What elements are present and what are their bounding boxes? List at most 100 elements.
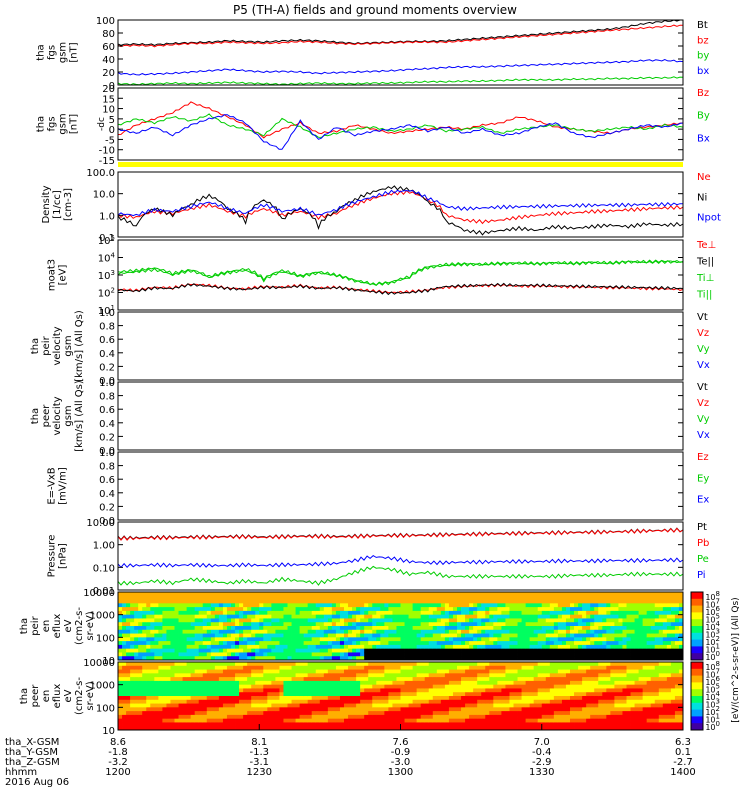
spectrogram-cell bbox=[259, 665, 264, 670]
spectrogram-cell bbox=[517, 644, 522, 650]
spectrogram-cell bbox=[202, 595, 208, 600]
spectrogram-cell bbox=[226, 610, 232, 616]
spectrogram-cell bbox=[505, 629, 510, 634]
spectrogram-cell bbox=[307, 592, 313, 597]
spectrogram-cell bbox=[287, 603, 292, 608]
spectrogram-cell bbox=[416, 607, 422, 612]
spectrogram-cell bbox=[517, 673, 522, 678]
spectrogram-cell bbox=[235, 626, 240, 631]
spectrogram-cell bbox=[582, 603, 587, 608]
spectrogram-cell bbox=[356, 633, 361, 638]
spectrogram-cell bbox=[525, 692, 531, 697]
spectrogram-cell bbox=[658, 607, 664, 612]
spectrogram-cell bbox=[360, 599, 365, 604]
spectrogram-cell bbox=[517, 688, 522, 693]
spectrogram-cell bbox=[348, 637, 353, 642]
spectrogram-cell bbox=[142, 688, 147, 693]
spectrogram-cell bbox=[303, 662, 309, 667]
spectrogram-cell bbox=[497, 707, 502, 712]
spectrogram-cell bbox=[557, 714, 563, 720]
spectrogram-cell bbox=[545, 603, 551, 608]
spectrogram-cell bbox=[440, 669, 446, 674]
spectrogram-cell bbox=[618, 641, 623, 646]
spectrogram-cell bbox=[206, 680, 212, 686]
spectrogram-cell bbox=[158, 680, 163, 686]
spectrogram-cell bbox=[469, 644, 474, 650]
spectrogram-cell bbox=[465, 718, 470, 723]
spectrogram-cell bbox=[344, 662, 349, 667]
spectrogram-cell bbox=[352, 688, 357, 693]
spectrogram-cell bbox=[622, 622, 627, 627]
spectrogram-cell bbox=[586, 618, 591, 623]
spectrogram-cell bbox=[380, 696, 385, 701]
spectrogram-cell bbox=[299, 614, 305, 619]
spectrogram-cell bbox=[130, 707, 135, 712]
spectrogram-cell bbox=[396, 673, 401, 678]
spectrogram-cell bbox=[344, 595, 349, 600]
spectrogram-cell bbox=[162, 618, 167, 623]
spectrogram-cell bbox=[388, 603, 393, 608]
spectrogram-cell bbox=[634, 599, 640, 604]
spectrogram-cell bbox=[674, 648, 680, 653]
spectrogram-cell bbox=[574, 637, 579, 642]
spectrogram-cell bbox=[190, 629, 196, 634]
spectrogram-cell bbox=[190, 633, 196, 638]
spectrogram-cell bbox=[610, 622, 615, 627]
spectrogram-cell bbox=[666, 592, 672, 597]
spectrogram-cell bbox=[594, 662, 599, 667]
spectrogram-cell bbox=[339, 711, 345, 716]
spectrogram-cell bbox=[315, 714, 321, 720]
spectrogram-cell bbox=[235, 669, 240, 674]
spectrogram-cell bbox=[267, 684, 272, 689]
spectrogram-cell bbox=[214, 662, 220, 667]
spectrogram-cell bbox=[122, 652, 127, 657]
spectrogram-cell bbox=[561, 610, 567, 616]
spectrogram-cell bbox=[598, 614, 603, 619]
spectrogram-cell bbox=[416, 688, 422, 693]
spectrogram-cell bbox=[118, 629, 123, 634]
spectrogram-cell bbox=[384, 633, 389, 638]
spectrogram-cell bbox=[146, 607, 151, 612]
spectrogram-cell bbox=[279, 714, 284, 720]
spectrogram-cell bbox=[537, 718, 543, 723]
spectrogram-cell bbox=[319, 665, 325, 670]
spectrogram-cell bbox=[138, 626, 143, 631]
spectrogram-cell bbox=[461, 595, 466, 600]
spectrogram-cell bbox=[654, 607, 660, 612]
spectrogram-cell bbox=[461, 680, 466, 686]
spectrogram-cell bbox=[243, 599, 248, 604]
spectrogram-cell bbox=[372, 696, 377, 701]
spectrogram-cell bbox=[521, 714, 527, 720]
spectrogram-cell bbox=[303, 699, 309, 704]
spectrogram-cell bbox=[118, 610, 123, 616]
spectrogram-cell bbox=[154, 648, 159, 653]
spectrogram-cell bbox=[614, 599, 619, 604]
spectrogram-cell bbox=[118, 707, 123, 712]
spectrogram-cell bbox=[134, 688, 139, 693]
spectrogram-cell bbox=[400, 696, 405, 701]
spectrogram-cell bbox=[134, 637, 139, 642]
spectrogram-cell bbox=[170, 692, 175, 697]
spectrogram-cell bbox=[408, 677, 414, 682]
spectrogram-cell bbox=[178, 592, 183, 597]
spectrogram-cell bbox=[170, 711, 175, 716]
spectrogram-cell bbox=[392, 603, 397, 608]
spectrogram-cell bbox=[174, 607, 179, 612]
spectrogram-cell bbox=[626, 633, 631, 638]
spectrogram-cell bbox=[485, 629, 490, 634]
spectrogram-cell bbox=[295, 641, 301, 646]
spectrogram-cell bbox=[533, 648, 539, 653]
spectrogram-cell bbox=[344, 652, 349, 657]
spectrogram-cell bbox=[654, 603, 660, 608]
spectrogram-cell bbox=[517, 641, 522, 646]
spectrogram-cell bbox=[339, 595, 345, 600]
spectrogram-cell bbox=[283, 673, 288, 678]
spectrogram-cell bbox=[275, 722, 280, 727]
spectrogram-cell bbox=[263, 648, 268, 653]
spectrogram-cell bbox=[557, 652, 563, 657]
spectrogram-cell bbox=[529, 614, 535, 619]
spectrogram-cell bbox=[598, 703, 603, 708]
spectrogram-cell bbox=[138, 603, 143, 608]
spectrogram-cell bbox=[541, 684, 547, 689]
spectrogram-cell bbox=[578, 592, 583, 597]
